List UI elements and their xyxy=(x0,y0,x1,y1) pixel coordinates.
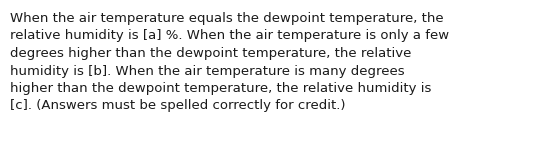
Text: When the air temperature equals the dewpoint temperature, the
relative humidity : When the air temperature equals the dewp… xyxy=(10,12,449,113)
